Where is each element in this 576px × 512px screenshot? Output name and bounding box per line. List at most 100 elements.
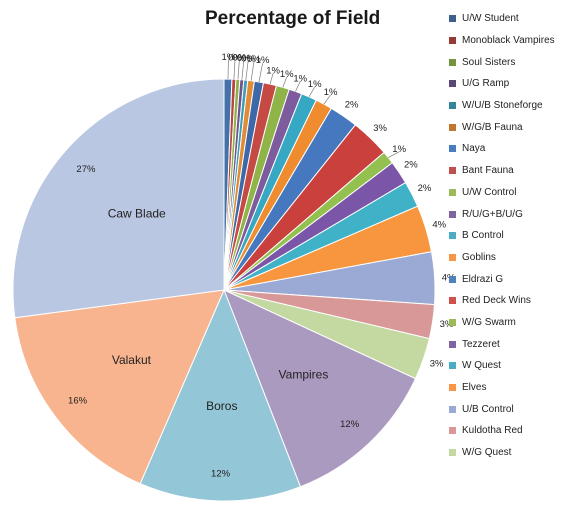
- legend-label: W Quest: [462, 360, 501, 372]
- legend-item-u-b-control: U/B Control: [449, 398, 574, 420]
- leader-line-u-w-control: [282, 76, 288, 88]
- pct-label-w-g-b-fauna: 0%: [247, 54, 261, 65]
- leader-line-w-g-swarm: [388, 151, 400, 158]
- legend-swatch: [449, 210, 456, 218]
- pct-label-w-u-b-stoneforge: 0%: [241, 53, 255, 64]
- legend-swatch: [449, 123, 456, 131]
- legend-swatch: [449, 102, 456, 110]
- pct-label-u-g-ramp: 0%: [237, 53, 251, 64]
- slice-name-valakut: Valakut: [112, 353, 152, 367]
- legend-swatch: [449, 188, 456, 196]
- legend-item-elves: Elves: [449, 377, 574, 399]
- pie-slice-caw-blade: [12, 78, 225, 319]
- pct-label-u-b-control: 4%: [442, 272, 456, 283]
- legend-label: Naya: [462, 143, 486, 155]
- legend-swatch: [449, 297, 456, 305]
- legend-item-kuldotha-red: Kuldotha Red: [449, 420, 574, 442]
- legend-swatch: [449, 427, 456, 435]
- legend-item-w-quest: W Quest: [449, 355, 574, 377]
- leader-line-bant-fauna: [269, 73, 274, 85]
- legend-item-u-w-student: U/W Student: [449, 8, 574, 30]
- legend-label: Kuldotha Red: [462, 425, 523, 437]
- legend-item-b-control: B Control: [449, 225, 574, 247]
- legend-swatch: [449, 362, 456, 370]
- legend-label: U/W Student: [462, 13, 519, 25]
- leader-line-monoblack-vampires: [233, 60, 236, 80]
- pct-label-kuldotha-red: 3%: [440, 319, 454, 330]
- leader-line-b-control: [308, 86, 315, 98]
- leader-line-goblins: [323, 94, 331, 105]
- legend-swatch: [449, 80, 456, 88]
- legend-item-w-u-b-stoneforge: W/U/B Stoneforge: [449, 95, 574, 117]
- pct-label-w-g-swarm: 1%: [392, 144, 406, 155]
- legend-label: R/U/G+B/U/G: [462, 208, 523, 220]
- legend-item-red-deck-wins: Red Deck Wins: [449, 290, 574, 312]
- pct-label-tezzeret: 2%: [404, 160, 418, 171]
- legend-swatch: [449, 253, 456, 261]
- pct-label-r-u-g-b-u-g: 1%: [293, 73, 307, 84]
- legend-item-r-u-g-b-u-g: R/U/G+B/U/G: [449, 203, 574, 225]
- legend-label: W/U/B Stoneforge: [462, 100, 543, 112]
- leader-line-soul-sisters: [237, 60, 240, 80]
- pct-label-eldrazi-g: 2%: [345, 100, 359, 111]
- legend-label: Monoblack Vampires: [462, 35, 555, 47]
- legend-item-w-g-swarm: W/G Swarm: [449, 312, 574, 334]
- pct-label-b-control: 1%: [308, 79, 322, 90]
- legend-swatch: [449, 232, 456, 240]
- pct-label-w-g-quest: 3%: [430, 359, 444, 370]
- slice-name-vampires: Vampires: [279, 368, 329, 382]
- legend-swatch: [449, 318, 456, 326]
- legend-item-eldrazi-g: Eldrazi G: [449, 268, 574, 290]
- legend-swatch: [449, 145, 456, 153]
- legend-label: U/B Control: [462, 403, 514, 415]
- pie-slice-vampires: [223, 289, 417, 488]
- legend-item-tezzeret: Tezzeret: [449, 333, 574, 355]
- pct-label-caw-blade: 27%: [76, 164, 96, 175]
- legend-swatch: [449, 15, 456, 23]
- legend-label: Bant Fauna: [462, 165, 514, 177]
- pct-label-bant-fauna: 1%: [266, 65, 280, 76]
- legend-item-w-g-quest: W/G Quest: [449, 442, 574, 464]
- legend-item-w-g-b-fauna: W/G/B Fauna: [449, 116, 574, 138]
- legend-swatch: [449, 449, 456, 457]
- leader-line-naya: [258, 63, 263, 82]
- pie-slice-boros: [139, 288, 302, 502]
- pct-label-goblins: 1%: [324, 87, 338, 98]
- legend-item-bant-fauna: Bant Fauna: [449, 160, 574, 182]
- legend-label: Red Deck Wins: [462, 295, 531, 307]
- pct-label-boros: 12%: [211, 469, 231, 480]
- legend-label: U/W Control: [462, 186, 517, 198]
- pct-label-vampires: 12%: [340, 419, 360, 430]
- pct-label-monoblack-vampires: 0%: [228, 52, 242, 63]
- legend-label: Elves: [462, 382, 487, 394]
- pct-label-red-deck-wins: 3%: [373, 123, 387, 134]
- legend-label: B Control: [462, 230, 504, 242]
- pct-label-valakut: 16%: [68, 396, 88, 407]
- pct-label-soul-sisters: 0%: [232, 53, 246, 64]
- legend-swatch: [449, 167, 456, 175]
- leader-line-w-u-b-stoneforge: [245, 61, 249, 81]
- legend-swatch: [449, 37, 456, 45]
- pct-label-naya: 1%: [256, 55, 270, 66]
- legend-swatch: [449, 340, 456, 348]
- pct-label-u-w-control: 1%: [280, 69, 294, 80]
- pct-label-u-w-student: 1%: [222, 52, 236, 63]
- legend-item-monoblack-vampires: Monoblack Vampires: [449, 30, 574, 52]
- legend-label: Eldrazi G: [462, 273, 504, 285]
- legend: U/W Student Monoblack Vampires Soul Sister…: [449, 8, 574, 463]
- legend-swatch: [449, 275, 456, 283]
- slice-name-caw-blade: Caw Blade: [108, 207, 166, 221]
- legend-swatch: [449, 384, 456, 392]
- legend-item-soul-sisters: Soul Sisters: [449, 51, 574, 73]
- legend-label: W/G Swarm: [462, 316, 516, 328]
- pct-label-w-quest: 2%: [418, 183, 432, 194]
- leader-line-r-u-g-b-u-g: [295, 81, 301, 92]
- legend-label: U/G Ramp: [462, 78, 510, 90]
- leader-line-u-g-ramp: [241, 60, 245, 80]
- legend-swatch: [449, 405, 456, 413]
- legend-item-u-w-control: U/W Control: [449, 182, 574, 204]
- slice-name-boros: Boros: [206, 399, 237, 413]
- legend-label: W/G/B Fauna: [462, 121, 523, 133]
- legend-item-u-g-ramp: U/G Ramp: [449, 73, 574, 95]
